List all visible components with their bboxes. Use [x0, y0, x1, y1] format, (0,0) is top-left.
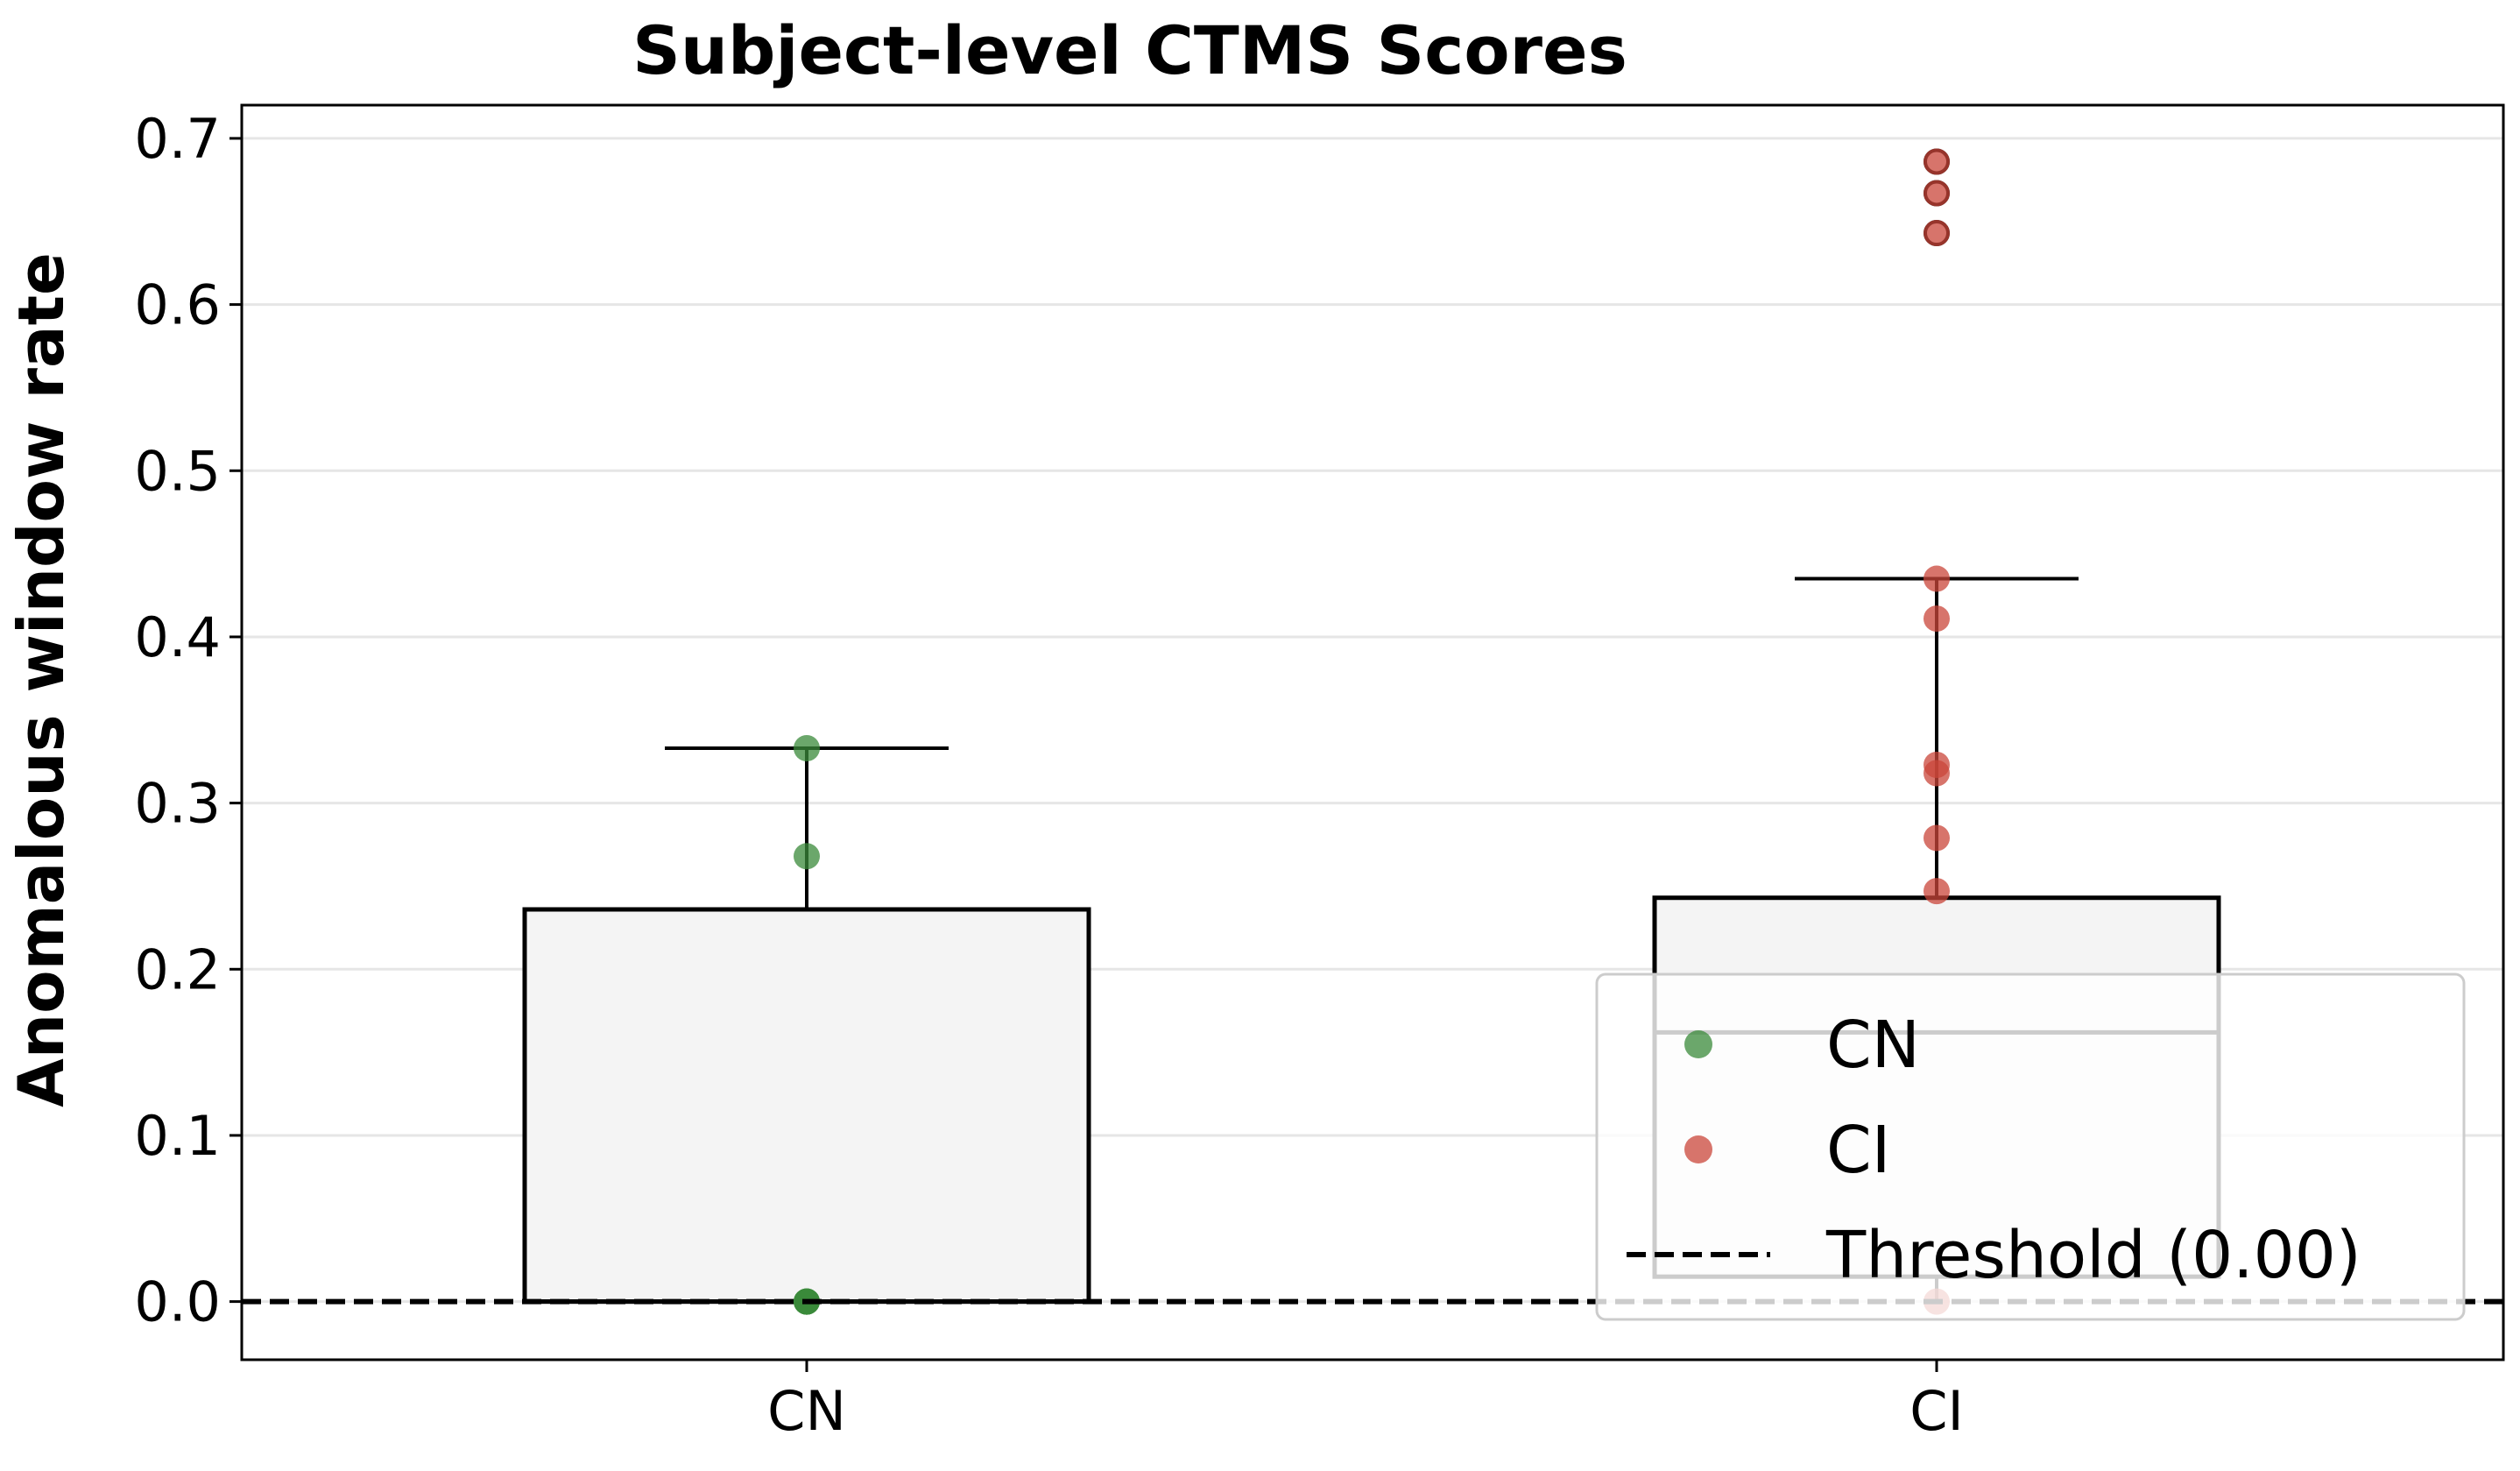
legend-box: [1595, 972, 2466, 1321]
legend-label: CI: [1826, 1113, 1891, 1188]
legend-label: Threshold (0.00): [1825, 1218, 2361, 1293]
legend: CN CI Threshold (0.00): [1595, 972, 2466, 1321]
point-ci: [1924, 148, 1950, 175]
legend-label: CN: [1826, 1008, 1920, 1083]
point-ci: [1924, 878, 1950, 905]
point-ci: [1924, 751, 1950, 778]
point-ci: [1924, 605, 1950, 633]
point-cn: [794, 843, 820, 870]
y-tick-label: 0.4: [134, 605, 221, 669]
point-cn: [794, 735, 820, 762]
tick-labels: 0.0 0.1 0.2 0.3 0.4 0.5 0.6 0.7 CN CI: [134, 107, 1963, 1443]
chart-title: Subject-level CTMS Scores: [632, 11, 1627, 89]
y-axis-label: Anomalous window rate: [4, 252, 78, 1107]
y-tick-label: 0.5: [134, 439, 221, 503]
box-cn: [522, 907, 1091, 1305]
legend-marker-cn: [1684, 1030, 1712, 1058]
axes: [240, 103, 2505, 1361]
x-tick-label: CI: [1909, 1379, 1964, 1443]
point-ci: [1924, 565, 1950, 592]
y-tick-label: 0.0: [134, 1270, 221, 1334]
point-ci: [1924, 180, 1950, 207]
y-tick-label: 0.3: [134, 772, 221, 836]
y-tick-label: 0.7: [134, 107, 221, 171]
x-tick-label: CN: [767, 1379, 846, 1443]
plot-frame: [240, 103, 2505, 1361]
legend-marker-ci: [1684, 1135, 1712, 1163]
y-tick-label: 0.1: [134, 1104, 221, 1168]
point-ci: [1924, 220, 1950, 247]
y-tick-label: 0.6: [134, 273, 221, 337]
y-tick-label: 0.2: [134, 937, 221, 1001]
point-ci: [1924, 824, 1950, 852]
